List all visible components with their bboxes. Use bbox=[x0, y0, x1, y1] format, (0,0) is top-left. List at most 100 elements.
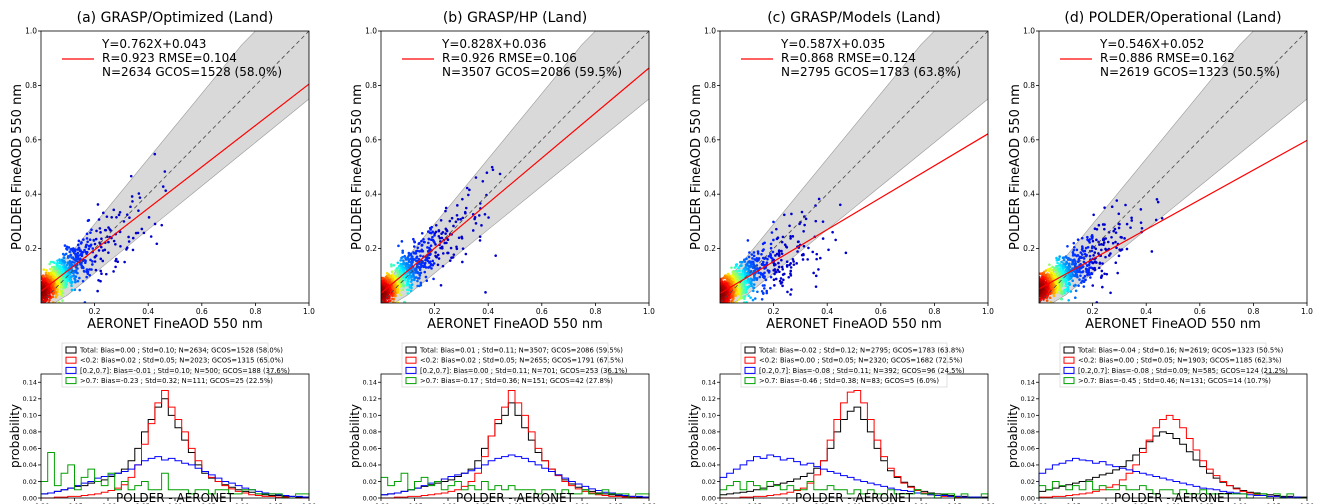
scatter-point bbox=[400, 257, 403, 260]
scatter-point bbox=[76, 272, 79, 275]
scatter-point bbox=[789, 293, 792, 296]
scatter-point bbox=[781, 266, 784, 269]
scatter-point bbox=[47, 279, 50, 282]
scatter-point bbox=[747, 239, 750, 242]
scatter-point bbox=[771, 257, 774, 260]
scatter-point bbox=[71, 256, 74, 259]
scatter-point bbox=[418, 242, 421, 245]
scatter-point bbox=[783, 214, 786, 217]
scatter-point bbox=[1109, 291, 1112, 294]
scatter-point bbox=[449, 220, 452, 223]
scatter-point bbox=[391, 270, 394, 273]
scatter-point bbox=[150, 235, 153, 238]
scatter-point bbox=[434, 243, 437, 246]
scatter-point bbox=[1100, 249, 1103, 252]
scatter-point bbox=[112, 270, 115, 273]
scatter-point bbox=[110, 216, 113, 219]
scatter-point bbox=[131, 195, 134, 198]
scatter-point bbox=[430, 264, 433, 267]
hist-legend-label: Total: Bias=-0.02 ; Std=0.12; N=2795; GC… bbox=[758, 347, 965, 355]
scatter-point bbox=[754, 297, 757, 300]
scatter-point bbox=[822, 237, 825, 240]
stats-line: Y=0.828X+0.036 bbox=[441, 37, 546, 51]
scatter-point bbox=[822, 220, 825, 223]
scatter-point bbox=[743, 297, 746, 300]
scatter-point bbox=[1061, 293, 1064, 296]
hist-ytick-label: 0.06 bbox=[1021, 445, 1035, 453]
scatter-point bbox=[1130, 217, 1133, 220]
scatter-point bbox=[790, 288, 793, 291]
scatter-point bbox=[65, 247, 68, 250]
scatter-point bbox=[438, 230, 441, 233]
hist-ytick-label: 0.02 bbox=[1021, 478, 1035, 486]
scatter-point bbox=[107, 251, 110, 254]
scatter-point bbox=[1062, 279, 1065, 282]
scatter-point bbox=[81, 255, 84, 258]
scatter-point bbox=[773, 284, 776, 287]
scatter-point bbox=[491, 166, 494, 169]
scatter-point bbox=[762, 292, 765, 295]
scatter-point bbox=[1081, 253, 1084, 256]
scatter-point bbox=[1112, 242, 1115, 245]
scatter-point bbox=[790, 274, 793, 277]
scatter-point bbox=[788, 224, 791, 227]
scatter-point bbox=[51, 284, 54, 287]
scatter-point bbox=[49, 268, 52, 271]
scatter-point bbox=[127, 236, 130, 239]
scatter-point bbox=[75, 254, 78, 257]
scatter-point bbox=[1086, 236, 1089, 239]
scatter-point bbox=[397, 289, 400, 292]
hist-legend-label: >0.7: Bias=-0.23 ; Std=0.32; N=111; GCOS… bbox=[80, 377, 273, 385]
scatter-point bbox=[82, 238, 85, 241]
scatter-point bbox=[451, 217, 454, 220]
scatter-point bbox=[1077, 284, 1080, 287]
scatter-point bbox=[445, 242, 448, 245]
scatter-point bbox=[406, 288, 409, 291]
scatter-point bbox=[487, 216, 490, 219]
scatter-point bbox=[44, 278, 47, 281]
scatter-point bbox=[418, 277, 421, 280]
scatter-point bbox=[738, 266, 741, 269]
scatter-point bbox=[449, 259, 452, 262]
scatter-point bbox=[1050, 271, 1053, 274]
scatter-ylabel: POLDER FineAOD 550 nm bbox=[689, 84, 704, 250]
scatter-point bbox=[1081, 248, 1084, 251]
scatter-ytick-label: 0.8 bbox=[1023, 81, 1035, 90]
scatter-point bbox=[89, 268, 92, 271]
scatter-point bbox=[77, 252, 80, 255]
scatter-point bbox=[1077, 259, 1080, 262]
scatter-point bbox=[739, 297, 742, 300]
scatter-point bbox=[461, 217, 464, 220]
scatter-point bbox=[450, 247, 453, 250]
hist-legend-label: <0.2: Bias=0.00 ; Std=0.05; N=2320; GCOS… bbox=[759, 357, 963, 365]
scatter-point bbox=[795, 262, 798, 265]
scatter-point bbox=[1101, 270, 1104, 273]
scatter-point bbox=[114, 243, 117, 246]
scatter-point bbox=[76, 267, 79, 270]
scatter-point bbox=[88, 219, 91, 222]
scatter-point bbox=[1129, 226, 1132, 229]
stats-line: N=2795 GCOS=1783 (63.8%) bbox=[781, 65, 961, 79]
fit-line bbox=[41, 84, 309, 291]
scatter-point bbox=[421, 244, 424, 247]
scatter-point bbox=[407, 254, 410, 257]
scatter-xtick-label: 0.6 bbox=[875, 307, 887, 316]
scatter-point bbox=[63, 279, 66, 282]
scatter-point bbox=[97, 203, 100, 206]
scatter-point bbox=[1067, 258, 1070, 261]
scatter-point bbox=[1077, 238, 1080, 241]
scatter-point bbox=[1057, 258, 1060, 261]
scatter-point bbox=[475, 222, 478, 225]
scatter-point bbox=[416, 285, 419, 288]
scatter-point bbox=[743, 290, 746, 293]
scatter-point bbox=[1092, 254, 1095, 257]
scatter-point bbox=[162, 185, 165, 188]
scatter-point bbox=[424, 262, 427, 265]
scatter-xtick-label: 0.4 bbox=[142, 307, 154, 316]
scatter-point bbox=[410, 290, 413, 293]
scatter-point bbox=[94, 243, 97, 246]
scatter-ytick-label: 0.6 bbox=[1023, 135, 1035, 144]
scatter-point bbox=[416, 255, 419, 258]
scatter-point bbox=[81, 266, 84, 269]
scatter-point bbox=[399, 263, 402, 266]
